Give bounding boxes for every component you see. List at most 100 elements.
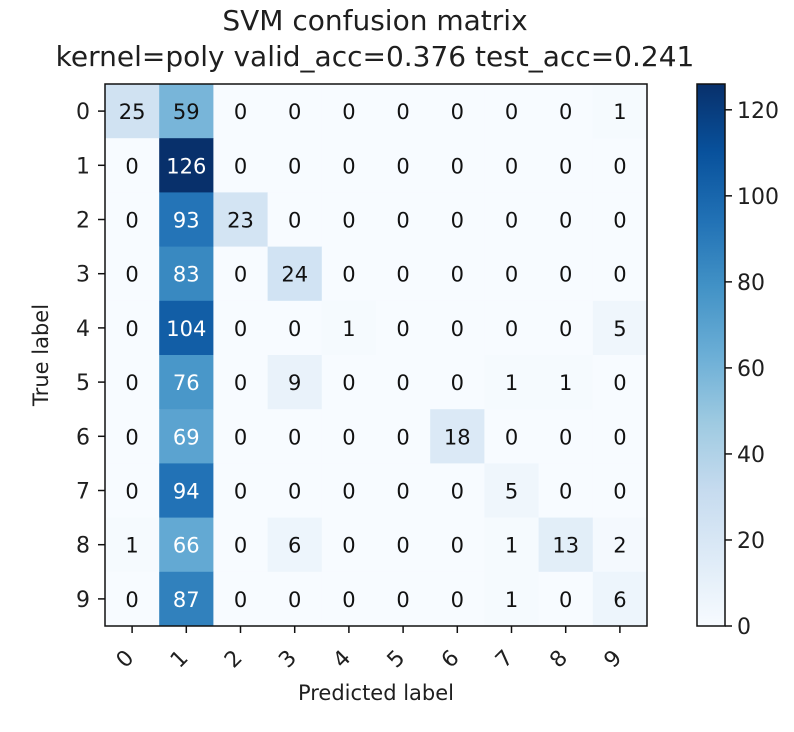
cell-value-label: 0 — [234, 263, 247, 287]
heatmap-cell — [213, 138, 268, 193]
heatmap-cell — [592, 355, 648, 410]
cell-value-label: 0 — [559, 100, 572, 124]
cell-value-label: 6 — [613, 588, 626, 612]
cell-value-label: 1 — [125, 534, 138, 558]
heatmap-cell — [484, 409, 539, 464]
cell-value-label: 0 — [559, 209, 572, 233]
cell-value-label: 0 — [613, 209, 626, 233]
heatmap-cell — [538, 84, 594, 139]
cell-value-label: 0 — [613, 425, 626, 449]
cell-value-label: 0 — [342, 425, 355, 449]
heatmap-cell — [538, 300, 594, 356]
cell-value-label: 1 — [505, 588, 518, 612]
cell-value-label: 0 — [396, 371, 409, 395]
heatmap-cell — [430, 409, 485, 464]
heatmap-cell — [105, 463, 160, 518]
colorbar — [697, 84, 725, 626]
cell-value-label: 126 — [166, 154, 206, 178]
cell-value-label: 94 — [173, 480, 200, 504]
heatmap-cell — [267, 355, 323, 410]
cell-value-label: 0 — [342, 100, 355, 124]
heatmap-cell — [321, 463, 377, 518]
heatmap-cell — [484, 355, 539, 410]
heatmap-cell — [592, 138, 648, 193]
cell-value-label: 0 — [342, 209, 355, 233]
cell-value-label: 0 — [288, 425, 301, 449]
heatmap-cell — [376, 409, 431, 464]
heatmap-cell — [484, 517, 539, 573]
heatmap-cell — [105, 517, 160, 573]
cell-value-label: 0 — [342, 263, 355, 287]
heatmap-cell — [430, 355, 485, 410]
cell-value-label: 0 — [125, 263, 138, 287]
y-tick-label: 6 — [76, 425, 90, 450]
cell-value-label: 0 — [451, 534, 464, 558]
heatmap-cell — [105, 300, 160, 356]
x-axis-label: Predicted label — [298, 681, 454, 705]
heatmap-cell — [321, 409, 377, 464]
colorbar-tick-label: 40 — [737, 443, 765, 468]
heatmap-cell — [213, 517, 268, 573]
cell-value-label: 0 — [559, 154, 572, 178]
cell-value-label: 0 — [396, 154, 409, 178]
heatmap-cell — [159, 84, 214, 139]
cell-value-label: 0 — [505, 317, 518, 341]
heatmap-cell-labels: 25 59 0 0 0 0 0 0 0 10 126 0 0 0 0 0 0 0 00 93 23 0 0 0 0 0 0 00 83 0… — [119, 100, 627, 612]
x-tick-label: 0 — [112, 646, 140, 674]
heatmap-cell — [376, 355, 431, 410]
heatmap-cell — [105, 409, 160, 464]
heatmap-cell — [484, 463, 539, 518]
heatmap-cell — [159, 192, 214, 247]
heatmap-cell — [592, 463, 648, 518]
cell-value-label: 0 — [234, 100, 247, 124]
cell-value-label: 1 — [559, 371, 572, 395]
cell-value-label: 6 — [288, 534, 301, 558]
cell-value-label: 0 — [451, 263, 464, 287]
cell-value-label: 0 — [234, 371, 247, 395]
cell-value-label: 0 — [342, 480, 355, 504]
x-tick-label: 9 — [600, 646, 628, 674]
heatmap-cell — [376, 463, 431, 518]
heatmap-cell — [159, 246, 214, 302]
cell-value-label: 0 — [559, 588, 572, 612]
heatmap-frame — [104, 83, 648, 627]
heatmap-cell — [213, 571, 268, 627]
cell-value-label: 0 — [234, 534, 247, 558]
cell-value-label: 0 — [125, 317, 138, 341]
cell-value-label: 0 — [288, 317, 301, 341]
cell-value-label: 0 — [288, 588, 301, 612]
cell-value-label: 25 — [119, 100, 146, 124]
cell-value-label: 0 — [125, 154, 138, 178]
heatmap-cell — [430, 192, 485, 247]
heatmap-cell — [538, 517, 594, 573]
heatmap-cell — [376, 571, 431, 627]
heatmap-cell — [430, 463, 485, 518]
heatmap-cell — [376, 300, 431, 356]
cell-value-label: 2 — [613, 534, 626, 558]
y-axis-label: True label — [29, 304, 53, 407]
cell-value-label: 87 — [173, 588, 200, 612]
cell-value-label: 18 — [444, 425, 471, 449]
heatmap-cell — [321, 192, 377, 247]
colorbar-ticks: 0 20 40 60 80 100 120 — [725, 99, 779, 640]
heatmap-cell — [592, 246, 648, 302]
cell-value-label: 66 — [173, 534, 200, 558]
x-tick-label: 1 — [166, 646, 194, 674]
cell-value-label: 0 — [396, 534, 409, 558]
cell-value-label: 1 — [505, 534, 518, 558]
y-tick-label: 7 — [76, 480, 90, 505]
heatmap-cell — [484, 300, 539, 356]
cell-value-label: 0 — [451, 371, 464, 395]
cell-value-label: 0 — [505, 263, 518, 287]
cell-value-label: 0 — [288, 480, 301, 504]
cell-value-label: 0 — [288, 209, 301, 233]
colorbar-tick-label: 80 — [737, 271, 765, 296]
cell-value-label: 0 — [451, 317, 464, 341]
cell-value-label: 0 — [505, 154, 518, 178]
cell-value-label: 0 — [234, 154, 247, 178]
heatmap-cell — [267, 192, 323, 247]
heatmap-cell — [592, 84, 648, 139]
heatmap-cell — [592, 571, 648, 627]
y-tick-label: 9 — [76, 588, 90, 613]
